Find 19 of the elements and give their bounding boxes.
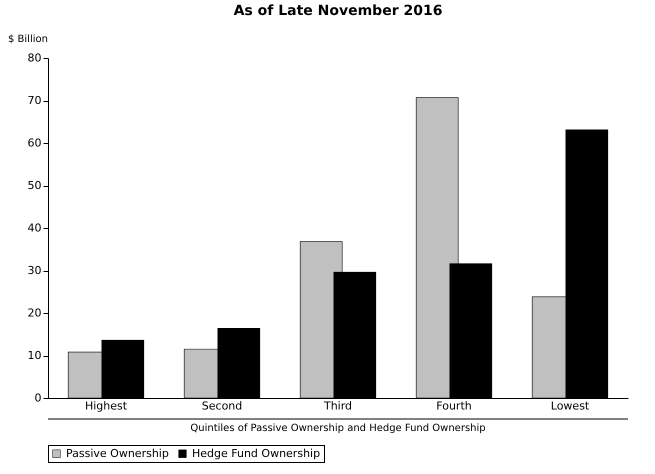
x-axis-title: Quintiles of Passive Ownership and Hedge Fund Ownership: [190, 423, 486, 434]
x-tick-label: Second: [202, 400, 242, 412]
x-tick-label: Highest: [84, 400, 128, 412]
y-tick-label: 50: [28, 179, 42, 192]
y-tick-label: 70: [28, 94, 42, 107]
y-tick-label: 10: [28, 349, 42, 362]
y-axis-title: $ Billion: [8, 34, 48, 45]
y-tick-label: 80: [28, 52, 42, 64]
chart-title: As of Late November 2016: [234, 3, 442, 19]
y-tick-label: 20: [28, 306, 42, 320]
legend-label: Hedge Fund Ownership: [192, 446, 320, 460]
x-tick-label: Fourth: [436, 400, 472, 412]
x-tick-label: Third: [322, 400, 352, 412]
y-tick-label: 60: [28, 136, 42, 150]
x-tick-label: Lowest: [550, 400, 590, 412]
y-tick-label: 0: [34, 392, 42, 404]
y-tick-label: 30: [28, 264, 42, 277]
y-tick-label: 40: [28, 222, 42, 234]
legend-label: Passive Ownership: [66, 446, 169, 460]
